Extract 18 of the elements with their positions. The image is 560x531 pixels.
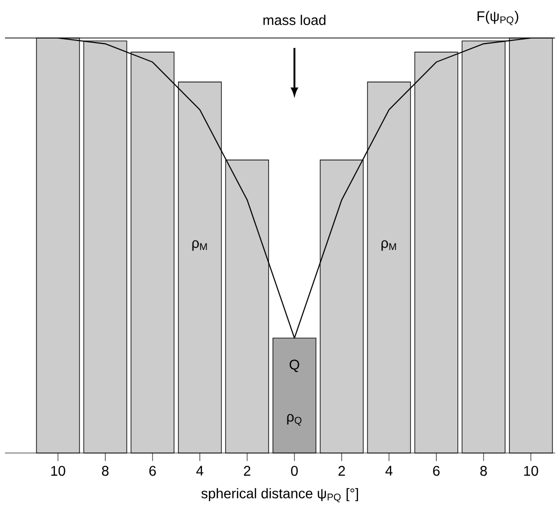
annotation: ρ$_{M}$ bbox=[382, 240, 396, 251]
x-tick-label: 6 bbox=[149, 466, 156, 476]
annotation: Q bbox=[290, 360, 300, 372]
x-axis-title: spherical distance ψ$_{PQ}$ [°] bbox=[201, 488, 358, 502]
x-tick-label: 8 bbox=[102, 466, 109, 476]
text: mass load bbox=[263, 14, 326, 26]
x-tick-label: 10 bbox=[51, 466, 66, 476]
x-tick-label: 6 bbox=[433, 466, 440, 476]
x-tick-label: 0 bbox=[291, 466, 298, 476]
x-tick-label: 8 bbox=[480, 466, 487, 476]
annotation: ρ$_{Q}$ bbox=[287, 414, 302, 426]
x-tick-label: 2 bbox=[338, 466, 345, 476]
x-tick-label: 4 bbox=[385, 466, 392, 476]
x-tick-label: 4 bbox=[196, 466, 204, 476]
series-label: F(ψ$_{PQ}$) bbox=[478, 10, 518, 26]
x-tick-label: 10 bbox=[524, 466, 538, 476]
annotation: ρ$_{M}$ bbox=[192, 240, 207, 251]
x-tick-label: 2 bbox=[244, 466, 250, 476]
